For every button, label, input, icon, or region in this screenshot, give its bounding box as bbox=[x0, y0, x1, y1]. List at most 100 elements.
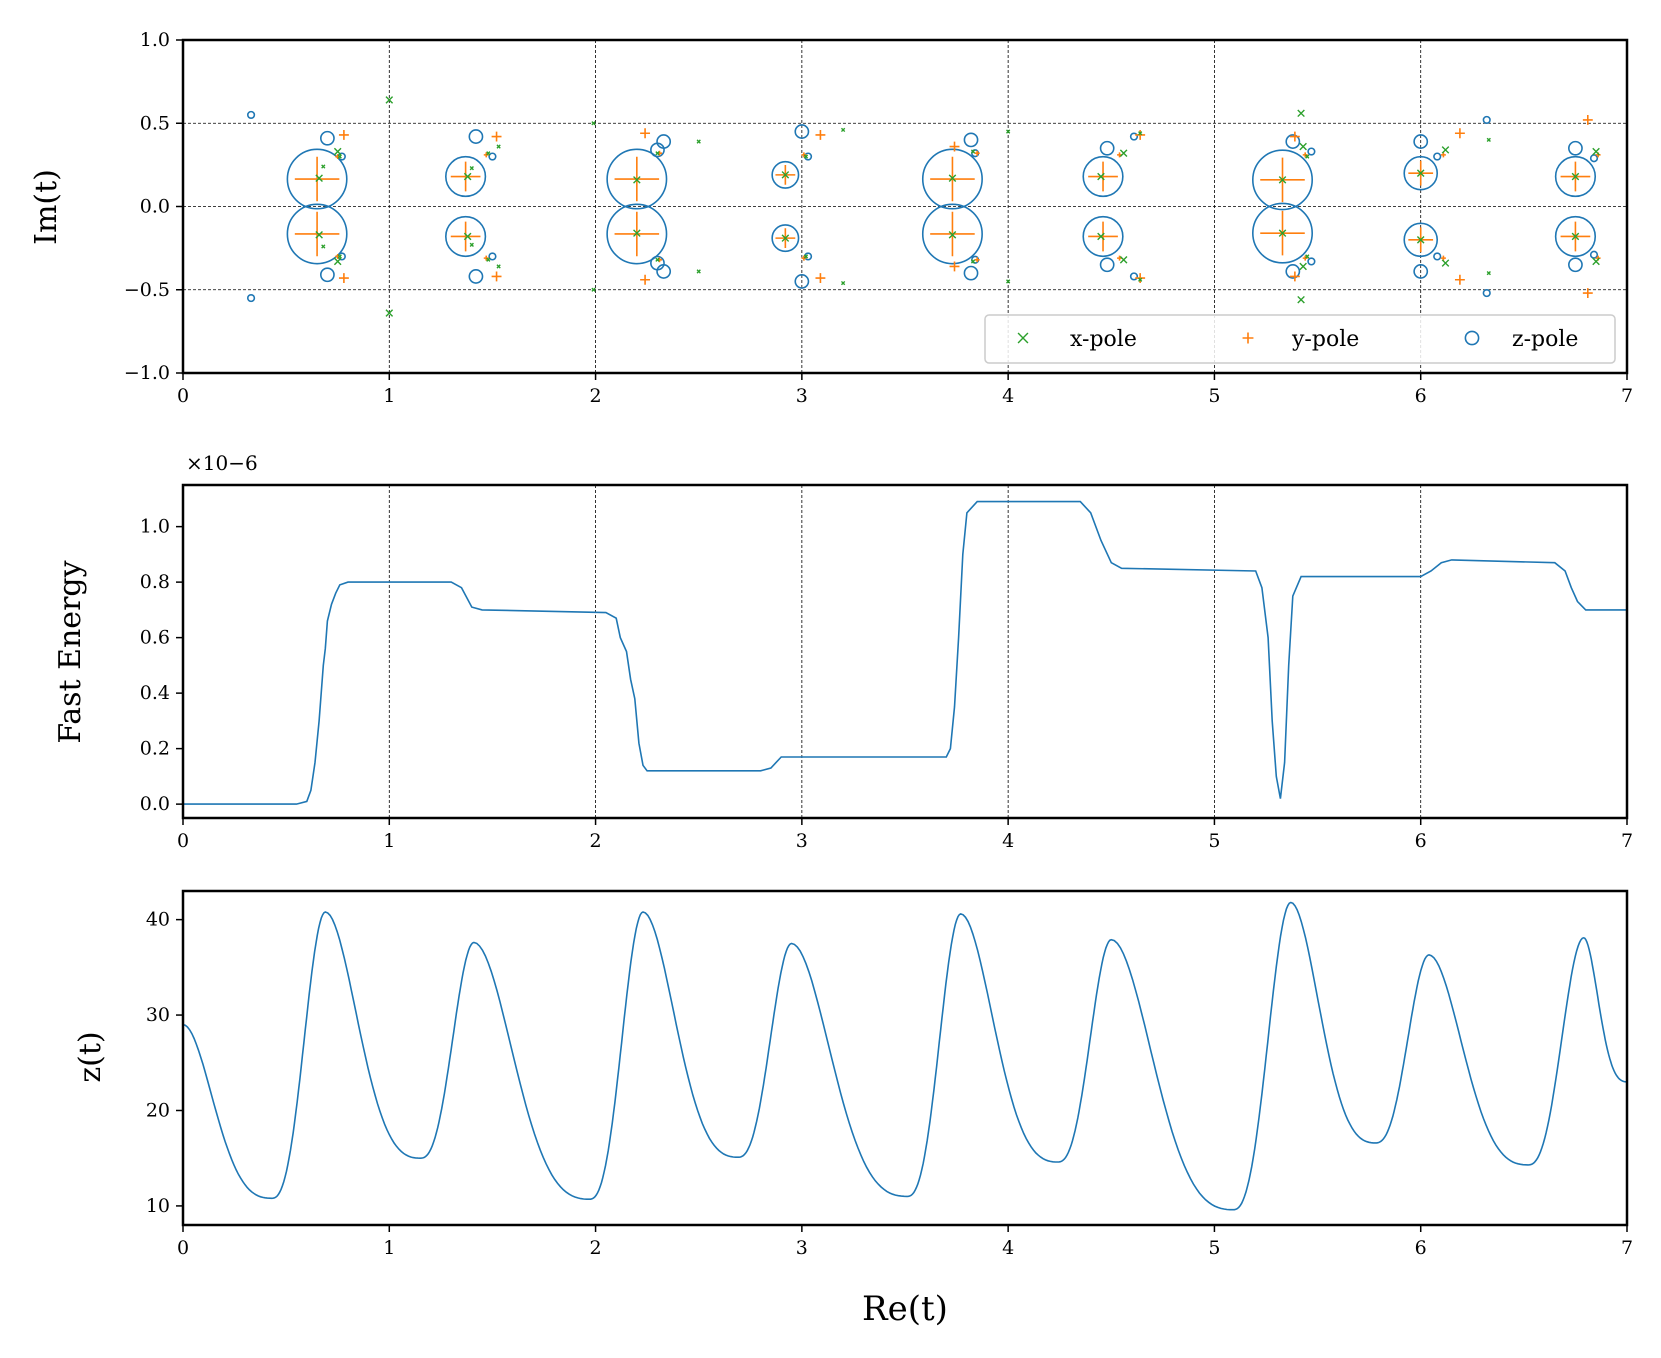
x-pole-marker bbox=[1592, 147, 1600, 156]
x-tick-label: 3 bbox=[796, 1237, 808, 1259]
x-tick-label: 5 bbox=[1208, 385, 1220, 407]
y-pole-marker bbox=[1135, 273, 1146, 284]
z-pole-marker bbox=[803, 152, 813, 161]
x-pole-marker bbox=[1119, 255, 1128, 264]
x-pole-marker bbox=[1305, 154, 1310, 159]
z-pole-marker bbox=[1413, 134, 1429, 149]
legend-y-pole-marker bbox=[1242, 332, 1254, 344]
z-pole-marker bbox=[606, 203, 668, 265]
z-pole-marker bbox=[1082, 215, 1124, 258]
x-pole-marker bbox=[469, 242, 474, 247]
z-pole-marker bbox=[1403, 222, 1439, 258]
x-pole-marker bbox=[1305, 254, 1310, 259]
x-pole-marker bbox=[321, 164, 326, 169]
x-tick-label: 1 bbox=[383, 385, 395, 407]
x-pole-marker bbox=[463, 172, 472, 181]
z-pole-marker bbox=[1433, 152, 1442, 161]
x-pole-marker bbox=[486, 257, 491, 262]
x-pole-marker bbox=[1486, 137, 1491, 143]
z-pole-marker bbox=[1413, 264, 1429, 279]
y-pole-marker bbox=[949, 261, 960, 272]
z-pole-marker bbox=[488, 152, 497, 161]
y-tick-label: −0.5 bbox=[124, 279, 170, 301]
x-tick-label: 5 bbox=[1208, 1237, 1220, 1259]
y-tick-label: −1.0 bbox=[124, 362, 170, 384]
z-pole-marker bbox=[488, 252, 497, 261]
x-pole-marker bbox=[948, 231, 957, 239]
energy-axes-frame bbox=[181, 483, 1629, 820]
legend-x-pole-marker bbox=[1017, 332, 1029, 344]
z-pole-marker bbox=[1482, 288, 1491, 298]
legend-z-pole-label: z-pole bbox=[1512, 327, 1578, 352]
z-ticks: 0 1 2 3 4 5 6 7 40 30 20 10 bbox=[146, 909, 1633, 1259]
x-pole-marker bbox=[655, 257, 660, 262]
z-pole-marker bbox=[319, 267, 335, 283]
energy-grid bbox=[388, 485, 1422, 818]
y-pole-marker bbox=[1289, 131, 1300, 142]
x-pole-marker bbox=[1441, 146, 1450, 154]
poles-marks bbox=[246, 96, 1601, 317]
x-pole-marker bbox=[1571, 232, 1580, 241]
y-tick-label: 10 bbox=[146, 1195, 170, 1217]
y-pole-marker bbox=[1582, 114, 1593, 125]
y-tick-label: 30 bbox=[146, 1004, 170, 1026]
x-pole-marker bbox=[337, 254, 342, 259]
y-pole-marker bbox=[491, 131, 502, 142]
x-pole-marker bbox=[633, 229, 641, 237]
z-pole-marker bbox=[319, 130, 335, 146]
y-tick-label: 40 bbox=[146, 909, 170, 931]
poles-ylabel: Im(t) bbox=[29, 169, 64, 245]
y-pole-marker bbox=[450, 221, 481, 252]
z-pole-marker bbox=[1252, 149, 1314, 211]
x-pole-marker bbox=[315, 231, 323, 239]
x-pole-marker bbox=[633, 176, 641, 184]
z-ylabel: z(t) bbox=[73, 1031, 108, 1082]
y-tick-label: 20 bbox=[146, 1099, 170, 1121]
y-pole-marker bbox=[974, 150, 980, 156]
x-pole-marker bbox=[591, 287, 596, 292]
z-pole-marker bbox=[606, 148, 668, 210]
y-pole-marker bbox=[1454, 274, 1465, 285]
x-tick-label: 0 bbox=[177, 385, 189, 407]
y-pole-marker bbox=[294, 156, 340, 202]
x-tick-label: 2 bbox=[590, 385, 602, 407]
y-pole-marker bbox=[974, 257, 980, 263]
z-pole-marker bbox=[771, 160, 800, 189]
legend-x-pole-symbol bbox=[1017, 332, 1029, 344]
poles-ticks: 0 1 2 3 4 5 6 7 1.0 0.5 0.0 −0.5 −1.0 bbox=[124, 29, 1633, 407]
x-pole-marker bbox=[1592, 257, 1600, 266]
x-pole-marker bbox=[970, 259, 976, 264]
x-tick-label: 3 bbox=[796, 830, 808, 852]
z-pole-marker bbox=[1285, 264, 1301, 279]
x-pole-marker bbox=[1138, 131, 1143, 136]
x-pole-marker bbox=[655, 151, 660, 156]
z-panel: 0 1 2 3 4 5 6 7 40 30 20 10 z(t) Re(t) bbox=[73, 889, 1633, 1329]
legend-y-pole-symbol bbox=[1242, 332, 1254, 344]
y-tick-label: 1.0 bbox=[140, 516, 170, 538]
z-pole-marker bbox=[963, 132, 979, 148]
x-pole-marker bbox=[1119, 149, 1128, 158]
z-pole-marker bbox=[246, 110, 256, 120]
x-pole-marker bbox=[591, 121, 596, 126]
z-pole-marker bbox=[803, 252, 813, 261]
z-pole-marker bbox=[1589, 154, 1599, 163]
y-pole-marker bbox=[338, 129, 349, 140]
y-tick-label: 0.8 bbox=[140, 571, 170, 593]
y-pole-marker bbox=[491, 271, 502, 282]
y-tick-label: 0.4 bbox=[140, 682, 170, 704]
x-pole-marker bbox=[1441, 259, 1450, 267]
z-pole-marker bbox=[1099, 257, 1115, 273]
x-pole-marker bbox=[1299, 262, 1307, 271]
z-pole-marker bbox=[1285, 134, 1301, 149]
x-tick-label: 4 bbox=[1002, 385, 1014, 407]
x-tick-label: 2 bbox=[590, 830, 602, 852]
x-tick-label: 5 bbox=[1208, 830, 1220, 852]
z-pole-marker bbox=[1482, 115, 1491, 125]
poles-legend: x-pole y-pole z-pole bbox=[984, 314, 1616, 364]
y-pole-marker bbox=[801, 255, 807, 261]
poles-panel: 0 1 2 3 4 5 6 7 1.0 0.5 0.0 −0.5 −1.0 Im(t) x-pole y… bbox=[29, 29, 1633, 407]
x-pole-marker bbox=[333, 257, 342, 266]
x-tick-label: 6 bbox=[1415, 385, 1427, 407]
x-pole-marker bbox=[1005, 279, 1011, 284]
